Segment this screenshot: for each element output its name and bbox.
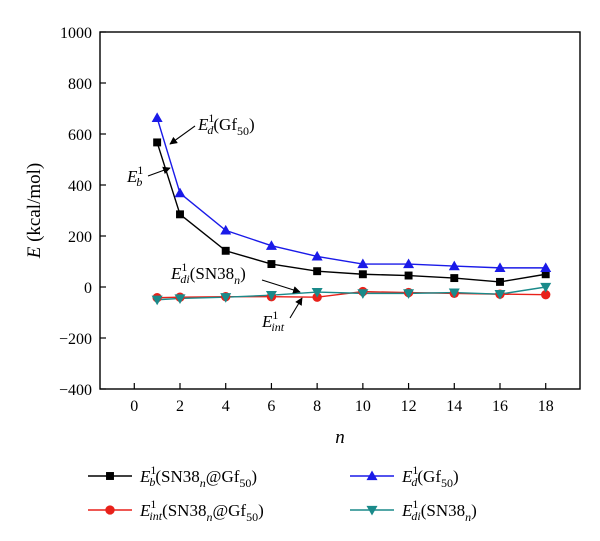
x-tick-label: 14 (446, 398, 462, 415)
data-point-eb (267, 260, 276, 269)
annotation-arrow-eb (147, 166, 171, 177)
x-tick-label: 16 (492, 398, 508, 415)
data-point-edi (151, 295, 163, 306)
data-point-ed (494, 262, 506, 272)
series-line-ed (156, 117, 546, 269)
legend-marker-eb (106, 472, 114, 480)
data-point-ed (403, 258, 415, 269)
annotation-eb: E1 b (126, 163, 143, 189)
x-tick-label: 12 (401, 398, 417, 415)
data-point-ed (265, 240, 277, 250)
x-tick-label: 2 (176, 398, 184, 415)
series-line-eb (156, 142, 546, 283)
data-point-eb (313, 267, 322, 276)
series-line-edi (157, 286, 546, 301)
legend-marker-edi (366, 505, 378, 516)
y-tick-label: 600 (68, 127, 92, 144)
data-point-edi (540, 282, 552, 293)
axis-titles: n E (kcal/mol) (24, 163, 345, 448)
data-point-edi (357, 289, 369, 299)
legend: E1 b(SN38n@Gf50) E1 d(Gf50) E1 int(SN38n@Gf50… (88, 463, 477, 524)
y-tick-label: −200 (59, 331, 92, 348)
y-tick-label: 1000 (60, 25, 92, 42)
y-tick-label: 800 (68, 76, 92, 93)
data-point-edi (494, 290, 506, 300)
legend-marker-ed (366, 470, 378, 481)
data-point-eb (496, 277, 504, 286)
data-point-edi (265, 291, 277, 301)
data-point-edi (220, 293, 232, 303)
x-tick-label: 0 (130, 398, 138, 415)
y-axis-title: E (kcal/mol) (24, 163, 45, 260)
data-point-eb (221, 246, 230, 255)
data-point-eb (541, 270, 550, 279)
legend-label-edi: E1 di(SN38n) (401, 497, 477, 524)
data-point-eint (541, 289, 551, 300)
data-point-edi (174, 294, 186, 304)
data-point-ed (174, 187, 186, 198)
x-tick-label: 18 (538, 398, 554, 415)
data-point-ed (448, 260, 460, 271)
data-point-eb (404, 271, 413, 280)
x-tick-label: 10 (355, 398, 371, 415)
y-tick-label: 400 (68, 178, 92, 195)
axis-ticks: −400 −200 0 200 400 600 800 1000 0 2 4 6 8 10 12 14 16 18 (59, 25, 554, 415)
data-point-eb (176, 210, 184, 219)
legend-label-ed: E1 d(Gf50) (401, 463, 459, 490)
y-tick-label: 0 (84, 280, 92, 297)
y-tick-label: 200 (68, 229, 92, 246)
legend-marker-eint (105, 505, 115, 515)
annotation-eint: E1 int (261, 308, 285, 334)
x-tick-label: 4 (222, 398, 230, 415)
plot-frame (99, 31, 581, 390)
data-point-ed (151, 112, 163, 123)
data-point-ed (540, 262, 552, 272)
data-point-ed (357, 258, 369, 269)
annotation-arrow-eint (289, 297, 303, 319)
plot-area-border (99, 31, 581, 390)
data-point-ed (220, 224, 232, 235)
x-axis-title: n (335, 427, 345, 448)
data-point-eb (450, 274, 459, 283)
data-point-ed (311, 250, 323, 261)
x-tick-label: 6 (267, 398, 275, 415)
annotation-edi-sn38n: E1 di(SN38n) (170, 260, 246, 287)
series-markers (151, 112, 552, 306)
series-lines (156, 117, 546, 301)
data-point-edi (311, 287, 323, 298)
annotation-arrow-ed (169, 125, 196, 145)
annotations: E1 d(Gf50) E1 b E1 di(SN38n) E1 int (126, 111, 303, 334)
legend-label-eint: E1 int(SN38n@Gf50) (139, 497, 264, 524)
x-tick-label: 8 (313, 398, 321, 415)
data-point-eb (358, 270, 367, 279)
annotation-ed-gf50: E1 d(Gf50) (197, 111, 255, 138)
data-point-edi (448, 288, 460, 299)
legend-label-eb: E1 b(SN38n@Gf50) (139, 463, 257, 490)
annotation-arrow-edi (261, 279, 301, 294)
data-point-edi (403, 289, 415, 299)
y-tick-label: −400 (59, 382, 92, 399)
data-point-eb (153, 138, 162, 147)
